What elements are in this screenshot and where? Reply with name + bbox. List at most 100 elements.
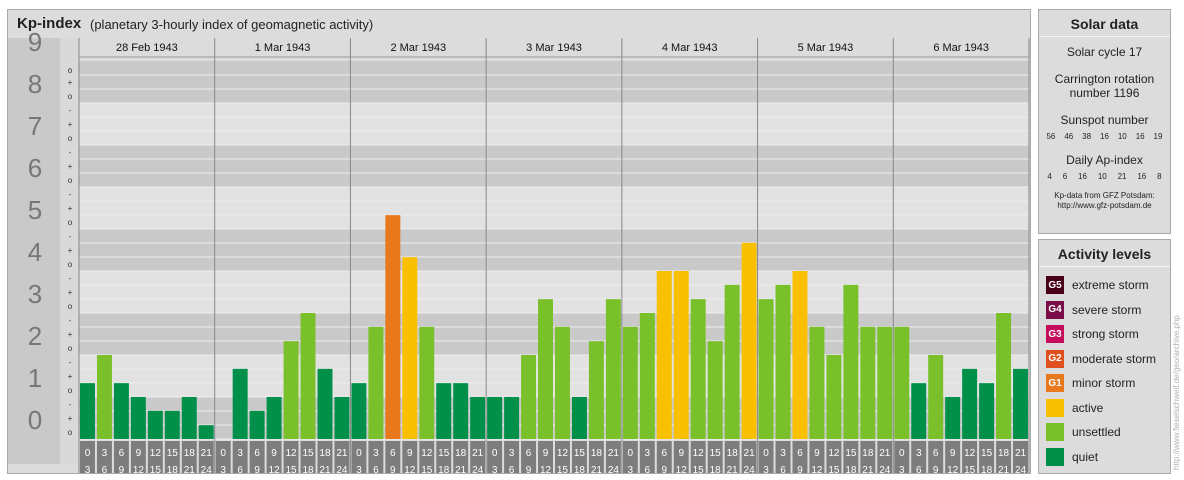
interval-start-label: 0	[220, 448, 226, 459]
interval-start-label: 6	[390, 448, 396, 459]
minor-tick-label: +	[68, 162, 73, 171]
minor-tick-column	[60, 38, 79, 464]
ap-value: 16	[1078, 172, 1087, 181]
gfz-credit-link[interactable]: http://www.gfz-potsdam.de	[1057, 201, 1152, 210]
kp-bar	[181, 397, 197, 439]
kp-bar	[962, 368, 978, 439]
kp-bar	[147, 410, 163, 439]
kp-bar	[470, 397, 486, 439]
interval-cell	[673, 441, 689, 473]
interval-cell	[317, 441, 333, 473]
interval-start-label: 15	[574, 448, 586, 459]
y-tick-label: 7	[28, 111, 42, 141]
solar-data-panel: Solar data Solar cycle 17 Carrington rot…	[1038, 9, 1171, 234]
kp-bar	[164, 410, 180, 439]
interval-cell	[249, 441, 265, 473]
site-credit[interactable]: http://www.fieselschweif.de/geo/archive.…	[1172, 315, 1181, 470]
y-tick-label: 6	[28, 153, 42, 183]
interval-cell	[538, 441, 553, 473]
interval-cell	[402, 441, 418, 473]
interval-start-label: 15	[302, 448, 314, 459]
kp-bar	[368, 326, 384, 439]
interval-end-label: 3	[763, 465, 769, 473]
carrington-line2: number 1196	[1069, 86, 1140, 100]
interval-start-label: 6	[797, 448, 803, 459]
interval-cell	[215, 441, 231, 473]
kp-bar	[996, 313, 1012, 439]
minor-tick-label: +	[68, 372, 73, 381]
kp-bar	[826, 355, 842, 439]
kp-bar	[453, 383, 469, 439]
legend-item: G1 minor storm	[1046, 374, 1135, 392]
legend-item: unsettled	[1046, 423, 1121, 441]
ap-value: 16	[1137, 172, 1147, 181]
interval-cell	[962, 441, 978, 473]
kp-bar	[673, 271, 689, 439]
interval-cell	[96, 441, 112, 473]
interval-end-label: 6	[509, 465, 515, 473]
interval-start-label: 12	[828, 448, 840, 459]
ap-value: 4	[1047, 172, 1052, 181]
interval-cell	[588, 441, 604, 473]
kp-bar	[775, 284, 791, 439]
interval-end-label: 21	[591, 465, 603, 473]
ap-title: Daily Ap-index	[1066, 153, 1143, 167]
interval-cell	[996, 441, 1012, 473]
interval-end-label: 21	[455, 465, 467, 473]
minor-tick-label: o	[68, 428, 73, 437]
minor-tick-label: -	[69, 106, 72, 115]
interval-start-label: 18	[998, 448, 1010, 459]
y-tick-label: 1	[28, 363, 42, 393]
minor-tick-label: o	[68, 134, 73, 143]
interval-end-label: 15	[693, 465, 705, 473]
carrington-line1: Carrington rotation	[1054, 72, 1155, 86]
kp-bar	[843, 284, 859, 439]
minor-tick-label: +	[68, 246, 73, 255]
interval-end-label: 12	[811, 465, 823, 473]
legend-label: quiet	[1072, 449, 1099, 464]
interval-end-label: 18	[438, 465, 450, 473]
interval-cell	[860, 441, 876, 473]
interval-end-label: 9	[254, 465, 260, 473]
kp-bar	[487, 397, 503, 439]
interval-end-label: 3	[85, 465, 91, 473]
sunspot-values: 56 46 38 16 10 16 19	[1039, 132, 1170, 141]
kp-bar	[232, 368, 248, 439]
solar-cycle: Solar cycle 17	[1066, 45, 1143, 59]
interval-cell	[385, 441, 401, 473]
minor-tick-label: o	[68, 386, 73, 395]
minor-tick-label: o	[68, 92, 73, 101]
interval-cell	[436, 441, 452, 473]
legend-item: G5 extreme storm	[1046, 276, 1149, 294]
interval-end-label: 21	[998, 465, 1010, 473]
minor-tick-label: o	[68, 176, 73, 185]
kp-bar	[656, 271, 672, 439]
minor-tick-label: o	[68, 302, 73, 311]
interval-cell	[571, 441, 587, 473]
y-tick-label: 3	[28, 279, 42, 309]
minor-tick-label: +	[68, 414, 73, 423]
interval-start-label: 3	[645, 448, 651, 459]
interval-start-label: 15	[845, 448, 857, 459]
minor-tick-label: -	[69, 358, 72, 367]
kp-bar	[588, 341, 604, 439]
kp-bar	[419, 326, 435, 439]
interval-cell	[368, 441, 384, 473]
minor-tick-label: o	[68, 344, 73, 353]
interval-cell	[605, 441, 621, 473]
kp-band	[79, 229, 1029, 271]
kp-bar	[605, 299, 621, 439]
minor-tick-label: o	[68, 260, 73, 269]
y-tick-label: 2	[28, 321, 42, 351]
kp-bar	[555, 326, 570, 439]
interval-cell	[639, 441, 655, 473]
interval-cell	[656, 441, 672, 473]
interval-end-label: 12	[269, 465, 281, 473]
interval-start-label: 0	[492, 448, 498, 459]
interval-start-label: 18	[591, 448, 603, 459]
kp-bar	[622, 326, 638, 439]
gfz-credit-line1: Kp-data from GFZ Potsdam:	[1054, 191, 1155, 200]
interval-start-label: 21	[201, 448, 213, 459]
legend-swatch: G4	[1046, 300, 1064, 319]
kp-bar	[351, 383, 367, 439]
